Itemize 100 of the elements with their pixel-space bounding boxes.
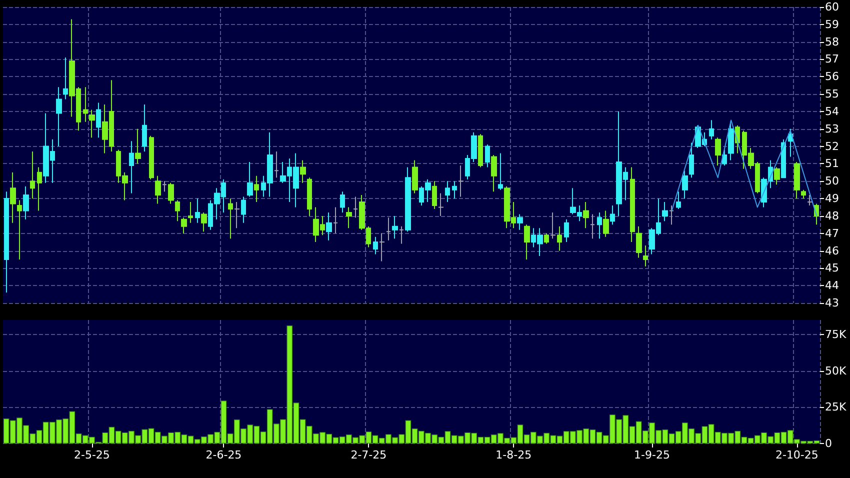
candlestick [379, 232, 385, 262]
y-tick-label: 25K [825, 400, 847, 414]
candlestick [326, 212, 332, 241]
candlestick [630, 166, 635, 243]
candlestick [149, 135, 154, 180]
candlestick [188, 202, 193, 224]
x-tick-label: 2-5-25 [74, 448, 110, 462]
candlestick [168, 182, 174, 204]
y-tick-label: 43 [825, 296, 839, 310]
x-tick-label: 2-6-25 [206, 448, 242, 462]
candlestick [96, 102, 101, 138]
candlestick [56, 86, 62, 147]
candlestick [10, 172, 16, 224]
candlestick [669, 204, 674, 226]
candlestick [254, 175, 259, 203]
candlestick [636, 226, 642, 258]
candlestick [603, 210, 609, 238]
candlestick [234, 202, 240, 229]
y-tick-label: 57 [825, 52, 839, 66]
y-tick-label: 45 [825, 262, 839, 275]
candlestick [142, 104, 147, 152]
candlestick [63, 56, 68, 100]
candlestick [715, 137, 721, 166]
y-tick-label: 46 [825, 244, 839, 258]
candlestick [129, 140, 134, 194]
candlestick [781, 138, 786, 178]
candlestick [201, 212, 207, 232]
candlestick [333, 206, 338, 234]
candlestick [728, 121, 734, 161]
y-tick-label: 58 [825, 35, 839, 48]
y-tick-label: 47 [825, 226, 839, 240]
y-tick-label: 59 [825, 18, 839, 31]
candlestick [181, 217, 187, 234]
line-series [671, 120, 818, 216]
candlestick [722, 149, 727, 166]
candlestick [485, 144, 490, 168]
candlestick [478, 134, 483, 168]
candlestick [353, 196, 358, 218]
candlestick [392, 215, 398, 240]
candlestick [195, 198, 200, 224]
candlestick [228, 198, 233, 240]
candlestick [162, 180, 167, 192]
candlestick [676, 191, 681, 210]
x-tick-label: 1-9-25 [634, 448, 670, 462]
candlestick [247, 161, 253, 198]
y-tick-label: 44 [825, 279, 839, 292]
candlestick [491, 154, 497, 192]
y-tick-label: 50 [825, 174, 839, 188]
candlestick [438, 192, 444, 216]
candlestick [300, 160, 306, 184]
candlestick [23, 186, 29, 220]
y-tick-label: 51 [825, 157, 839, 170]
candlestick [155, 175, 161, 204]
candlestick [807, 194, 813, 206]
x-tick-label: 1-8-25 [496, 448, 532, 462]
candlestick [274, 151, 279, 178]
candlestick [610, 204, 615, 226]
candlestick [307, 177, 312, 216]
candlestick [452, 180, 457, 200]
candlestick [643, 245, 648, 267]
candlestick [550, 212, 556, 240]
candlestick [432, 180, 437, 210]
candlestick [458, 164, 464, 198]
candlestick [544, 232, 549, 244]
candlestick [794, 161, 800, 200]
y-tick-label: 60 [825, 0, 839, 14]
candlestick [386, 217, 391, 241]
candlestick [17, 200, 22, 260]
y-tick-label: 75K [825, 328, 847, 342]
candlestick [399, 226, 404, 244]
candlestick [689, 142, 694, 178]
y-tick-label: 49 [825, 192, 839, 206]
candlestick [662, 202, 668, 222]
candlestick [564, 218, 569, 243]
candlestick [682, 170, 688, 200]
y-tick-label: 52 [825, 140, 839, 153]
candlestick [30, 151, 35, 200]
candlestick [445, 180, 450, 203]
candlestick [135, 128, 141, 164]
y-tick-label: 48 [825, 209, 839, 222]
candlestick [590, 214, 595, 240]
candlestick [241, 196, 246, 224]
candlestick [346, 206, 352, 229]
candlestick [517, 214, 523, 230]
candlestick [801, 189, 806, 200]
candlestick [340, 191, 345, 213]
candlestick [373, 236, 378, 255]
y-tick-label: 0 [825, 437, 832, 450]
x-tick-label: 2-7-25 [350, 448, 387, 462]
candlestick [788, 128, 793, 158]
candlestick [597, 212, 602, 240]
y-tick-label: 56 [825, 70, 839, 84]
candlestick [412, 160, 418, 194]
candlestick [774, 166, 780, 186]
candlestick [709, 120, 714, 140]
candlestick [175, 200, 180, 222]
y-tick-label: 53 [825, 122, 839, 136]
candlestick [583, 202, 589, 229]
candlestick [83, 86, 88, 122]
candlestick [89, 109, 95, 138]
